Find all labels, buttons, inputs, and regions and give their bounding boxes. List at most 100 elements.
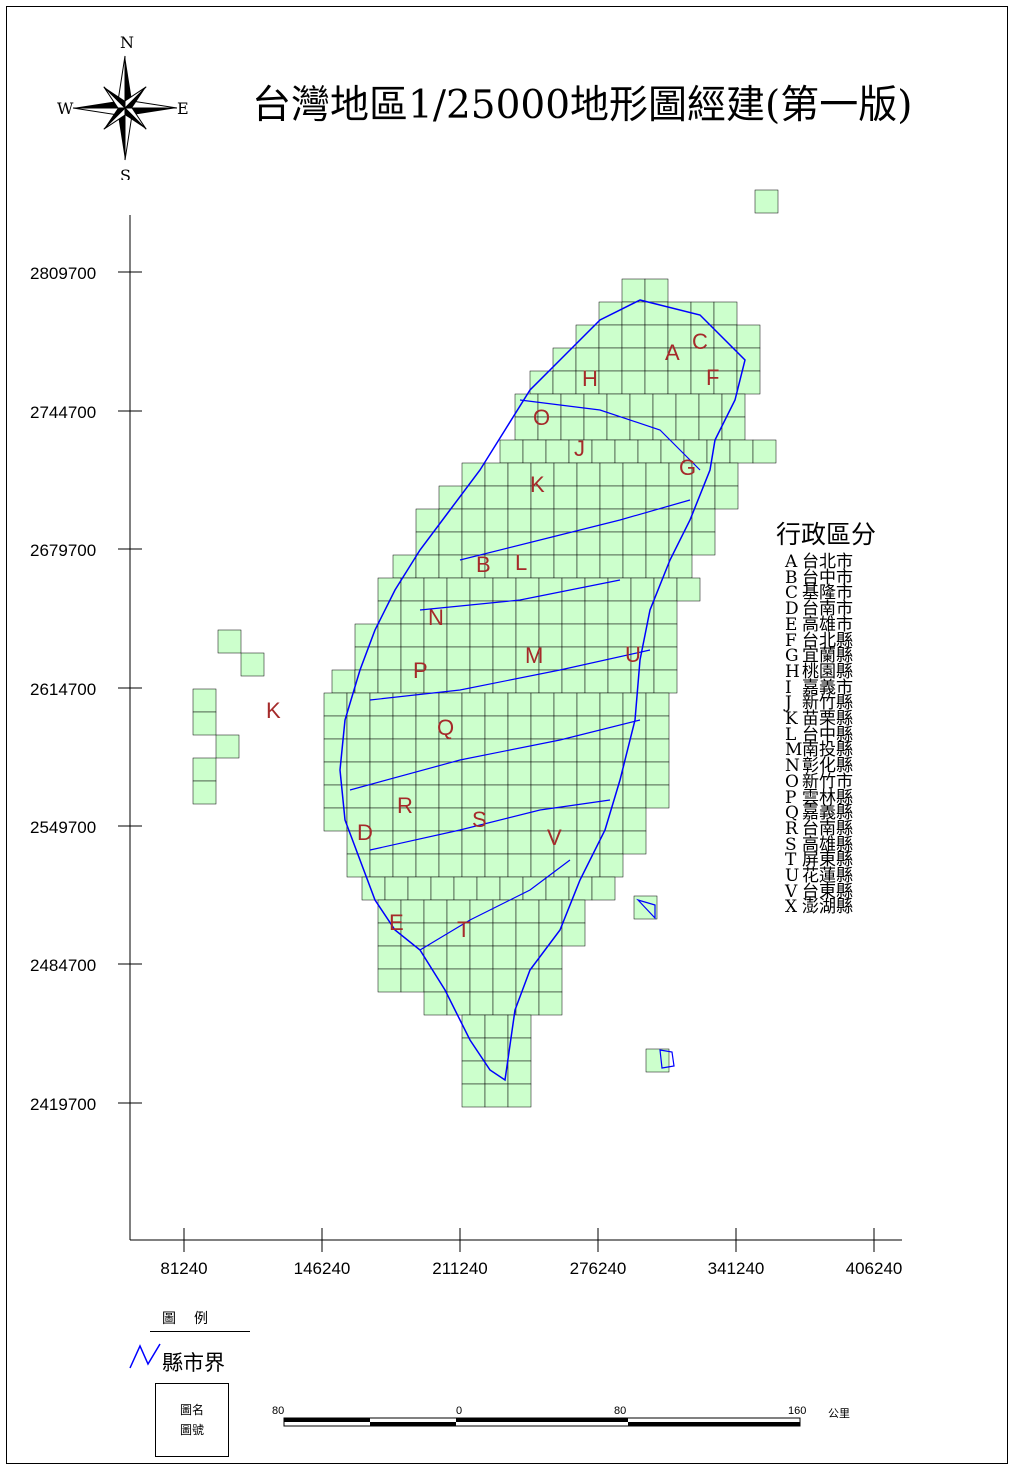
map-sheet-cell: [629, 393, 654, 418]
map-sheet-cell: [706, 439, 731, 464]
admin-division-item: N 彰化縣: [785, 758, 853, 775]
region-code-label: H: [582, 366, 598, 391]
map-sheet-cell: [484, 784, 509, 809]
admin-division-item: P 雲林縣: [785, 789, 853, 807]
admin-code: U: [785, 866, 800, 887]
region-code-label: U: [625, 642, 641, 667]
map-sheet-cell: [575, 324, 600, 349]
map-sheet-cell: [461, 1083, 486, 1108]
map-sheet-cell: [668, 554, 693, 579]
map-sheet-cell: [522, 439, 547, 464]
scale-bar-label: 80: [614, 1405, 626, 1417]
map-sheet-cell: [668, 508, 693, 533]
region-code-label: F: [706, 365, 719, 390]
map-sheet-cell: [736, 370, 761, 395]
scale-bar-label: 80: [272, 1405, 284, 1417]
map-sheet-cell: [622, 692, 647, 717]
region-code-label: M: [525, 643, 543, 668]
map-sheet-cell: [469, 922, 494, 947]
map-sheet-cell: [553, 784, 578, 809]
admin-division-item: S 高雄縣: [785, 836, 853, 854]
map-sheet-cell: [469, 945, 494, 970]
map-sheet-cell: [484, 1014, 509, 1039]
map-sheet-cell: [438, 853, 463, 878]
map-sheet-cell: [538, 991, 563, 1016]
map-sheet-cell: [721, 393, 746, 418]
map-sheet-cell: [607, 669, 632, 694]
map-sheet-cell: [515, 945, 540, 970]
map-sheet-cell: [400, 899, 425, 924]
map-sheet-cell: [599, 554, 624, 579]
map-sheet-cell: [621, 301, 646, 326]
map-sheet-cell: [346, 738, 371, 763]
map-sheet-cell: [552, 347, 577, 372]
map-sheet-cell: [714, 462, 739, 487]
map-sheet-cell: [653, 600, 678, 625]
admin-division-item: B 台中市: [785, 569, 853, 587]
map-sheet-cell: [515, 577, 540, 602]
map-sheet-cell: [377, 600, 402, 625]
map-sheet-cell: [400, 968, 425, 993]
map-sheet-cell: [598, 347, 623, 372]
map-sheet-cell: [369, 830, 394, 855]
sheet-legend-box: 圖名 圖號: [155, 1383, 229, 1457]
map-sheet-cell: [369, 784, 394, 809]
map-sheet-cell: [576, 830, 601, 855]
admin-code: X: [785, 897, 798, 918]
map-sheet-cell: [736, 347, 761, 372]
map-sheet-cell: [392, 715, 417, 740]
x-tick-label: 211240: [432, 1259, 487, 1278]
map-sheet-cell: [630, 669, 655, 694]
map-sheet-cell: [240, 652, 265, 677]
region-code-label: Q: [437, 715, 454, 740]
map-sheet-cell: [645, 738, 670, 763]
map-sheet-cell: [415, 738, 440, 763]
map-sheet-cell: [499, 876, 524, 901]
map-sheet-cell: [438, 738, 463, 763]
map-sheet-cell: [538, 899, 563, 924]
map-sheet-grid: [192, 189, 779, 1108]
map-sheet-cell: [461, 1014, 486, 1039]
map-sheet-cell: [430, 876, 455, 901]
admin-code: H: [785, 661, 800, 682]
map-sheet-cell: [507, 1037, 532, 1062]
map-sheet-cell: [507, 738, 532, 763]
map-sheet-cell: [515, 669, 540, 694]
map-sheet-cell: [622, 531, 647, 556]
map-sheet-cell: [423, 991, 448, 1016]
map-sheet-cell: [622, 554, 647, 579]
map-sheet-cell: [192, 757, 217, 782]
map-sheet-cell: [377, 669, 402, 694]
map-sheet-cell: [400, 623, 425, 648]
map-sheet-cell: [598, 301, 623, 326]
map-sheet-cell: [645, 715, 670, 740]
map-sheet-cell: [622, 462, 647, 487]
map-sheet-cell: [438, 761, 463, 786]
region-code-label: L: [515, 550, 527, 575]
map-sheet-cell: [553, 761, 578, 786]
admin-code: V: [785, 881, 798, 902]
county-boundary-icon: [129, 1343, 161, 1369]
map-sheet-cell: [599, 462, 624, 487]
map-sheet-cell: [576, 531, 601, 556]
region-code-label: V: [547, 825, 562, 850]
admin-name: 新竹縣: [802, 693, 853, 714]
map-sheet-cell: [621, 347, 646, 372]
y-tick-label: 2809700: [30, 264, 96, 283]
map-sheet-cell: [369, 853, 394, 878]
region-code-label: K: [530, 472, 545, 497]
admin-code: J: [785, 693, 792, 714]
map-sheet-cell: [507, 1083, 532, 1108]
admin-code: A: [785, 552, 798, 572]
map-sheet-cell: [630, 577, 655, 602]
compass-rose-icon: N S E W: [57, 33, 189, 180]
map-sheet-cell: [331, 669, 356, 694]
map-sheet-cell: [606, 416, 631, 441]
region-code-label: D: [357, 820, 373, 845]
map-sheet-cell: [515, 600, 540, 625]
map-sheet-cell: [622, 738, 647, 763]
map-sheet-cell: [377, 623, 402, 648]
county-boundaries: [339, 299, 746, 1082]
map-sheet-cell: [637, 439, 662, 464]
